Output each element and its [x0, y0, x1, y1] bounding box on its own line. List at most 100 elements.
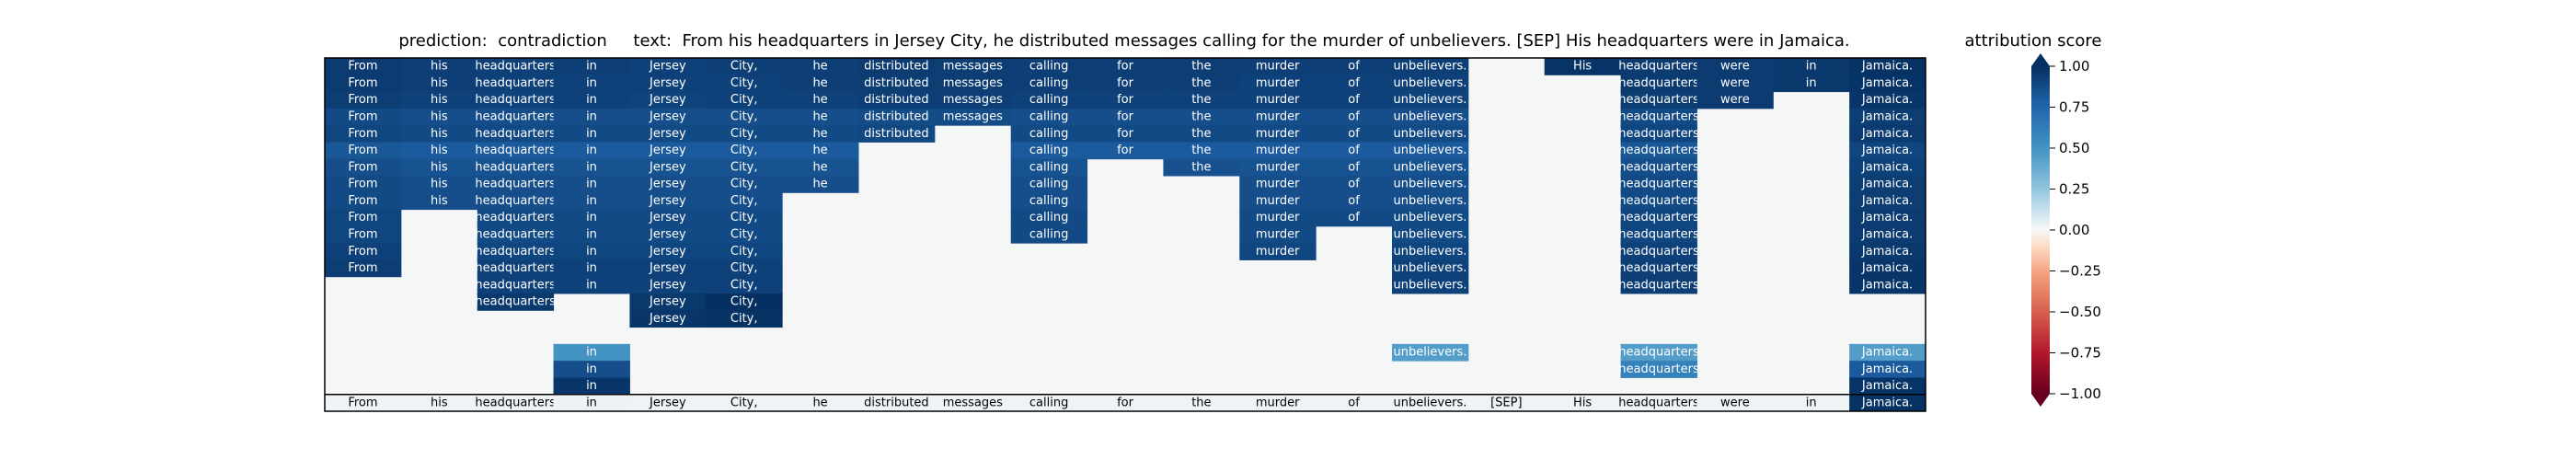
cell-token-label: his [431, 144, 448, 157]
cell-token-label: headquarters [475, 228, 556, 242]
cell-token-label: Jersey [649, 396, 686, 409]
heatmap-cell [858, 75, 936, 93]
cell-token-label: headquarters [1618, 60, 1699, 74]
heatmap-cell [1392, 91, 1469, 109]
heatmap-cell [1087, 142, 1164, 160]
cell-token-label: murder [1256, 76, 1300, 90]
cell-token-label: in [586, 396, 597, 409]
heatmap-cell [1849, 176, 1926, 193]
heatmap-cell [1620, 176, 1697, 193]
heatmap-cell [1239, 125, 1317, 143]
cell-token-label: were [1720, 93, 1750, 107]
cell-token-label: Jersey [649, 76, 686, 90]
heatmap-cell [1239, 192, 1317, 211]
heatmap-cell [629, 276, 707, 294]
cell-token-label: murder [1256, 178, 1300, 191]
heatmap-cell [477, 209, 555, 227]
heatmap-cell [934, 108, 1012, 126]
cell-token-label: messages [943, 396, 1003, 409]
heatmap-cell [325, 209, 402, 227]
heatmap-cell [629, 108, 707, 126]
cell-token-label: distributed [864, 76, 929, 90]
cell-token-label: Jamaica. [1861, 346, 1913, 360]
heatmap-cell [706, 394, 783, 412]
cell-token-label: in [586, 228, 597, 242]
heatmap-cell [1696, 58, 1774, 75]
heatmap-cell [706, 91, 783, 109]
heatmap-cell [325, 259, 402, 278]
heatmap-cell [706, 158, 783, 177]
heatmap-cell [629, 243, 707, 260]
heatmap-cell [325, 125, 402, 143]
heatmap-cell [1849, 192, 1926, 211]
cell-token-label: of [1348, 160, 1360, 174]
heatmap-cell [477, 75, 555, 93]
cell-token-label: the [1191, 160, 1211, 174]
heatmap-cell [1010, 394, 1088, 412]
heatmap-cell [477, 293, 555, 311]
heatmap-cell [1392, 394, 1469, 412]
cell-token-label: murder [1256, 160, 1300, 174]
heatmap-cell [1316, 58, 1393, 75]
heatmap-cell [553, 158, 630, 177]
heatmap-cell [477, 158, 555, 177]
cell-token-label: distributed [864, 93, 929, 107]
heatmap-cell [1316, 158, 1393, 177]
cell-token-label: Jersey [649, 295, 686, 309]
heatmap-cell [553, 361, 630, 378]
cell-token-label: murder [1256, 60, 1300, 74]
cell-token-label: he [812, 93, 827, 107]
heatmap-cell [1620, 142, 1697, 160]
heatmap-cell [858, 125, 936, 143]
heatmap-cell [1010, 108, 1088, 126]
cell-token-label: headquarters [1618, 261, 1699, 275]
cell-token-label: headquarters [1618, 211, 1699, 224]
heatmap-cell [629, 192, 707, 211]
heatmap-cell [325, 58, 402, 75]
cell-token-label: he [812, 110, 827, 124]
heatmap-cell [553, 225, 630, 244]
heatmap-cell [1620, 225, 1697, 244]
heatmap-cell [1239, 243, 1317, 260]
heatmap-cell [782, 108, 859, 126]
heatmap-cell [1849, 394, 1926, 412]
cell-token-label: his [431, 396, 448, 409]
heatmap-cell [1316, 75, 1393, 93]
cell-token-label: messages [943, 93, 1003, 107]
heatmap-cell [1392, 158, 1469, 177]
heatmap-cell [1773, 75, 1850, 93]
heatmap-cell [1849, 158, 1926, 177]
attribution-heatmap: From his headquarters in Jersey City, he distri… [324, 57, 1926, 412]
heatmap-cell [1087, 394, 1164, 412]
heatmap-cell [553, 142, 630, 160]
heatmap-cell [1696, 394, 1774, 412]
cell-token-label: Jersey [649, 144, 686, 157]
heatmap-cell [1239, 394, 1317, 412]
cell-token-label: From [348, 160, 377, 174]
cell-token-label: headquarters [475, 245, 556, 259]
cell-token-label: unbelievers. [1393, 93, 1466, 107]
heatmap-cell [1010, 225, 1088, 244]
cell-token-label: [SEP] [1490, 396, 1522, 409]
cell-token-label: calling [1029, 228, 1068, 242]
cell-token-label: of [1348, 60, 1360, 74]
heatmap-cell [553, 209, 630, 227]
cell-token-label: Jamaica. [1861, 396, 1913, 409]
heatmap-cell [1849, 75, 1926, 93]
heatmap-cell [1392, 108, 1469, 126]
heatmap-cell [782, 176, 859, 193]
cell-token-label: unbelievers. [1393, 178, 1466, 191]
cell-token-label: the [1191, 127, 1211, 141]
heatmap-cell [629, 225, 707, 244]
heatmap-cell [1239, 58, 1317, 75]
cell-token-label: of [1348, 194, 1360, 208]
cell-token-label: his [431, 194, 448, 208]
heatmap-cell [477, 142, 555, 160]
cell-token-label: were [1720, 396, 1750, 409]
cell-token-label: headquarters [475, 194, 556, 208]
cell-token-label: the [1191, 93, 1211, 107]
cell-token-label: Jersey [649, 178, 686, 191]
heatmap-cell [325, 158, 402, 177]
cell-token-label: headquarters [1618, 76, 1699, 90]
colorbar-tick-label: −1.00 [2059, 385, 2101, 402]
